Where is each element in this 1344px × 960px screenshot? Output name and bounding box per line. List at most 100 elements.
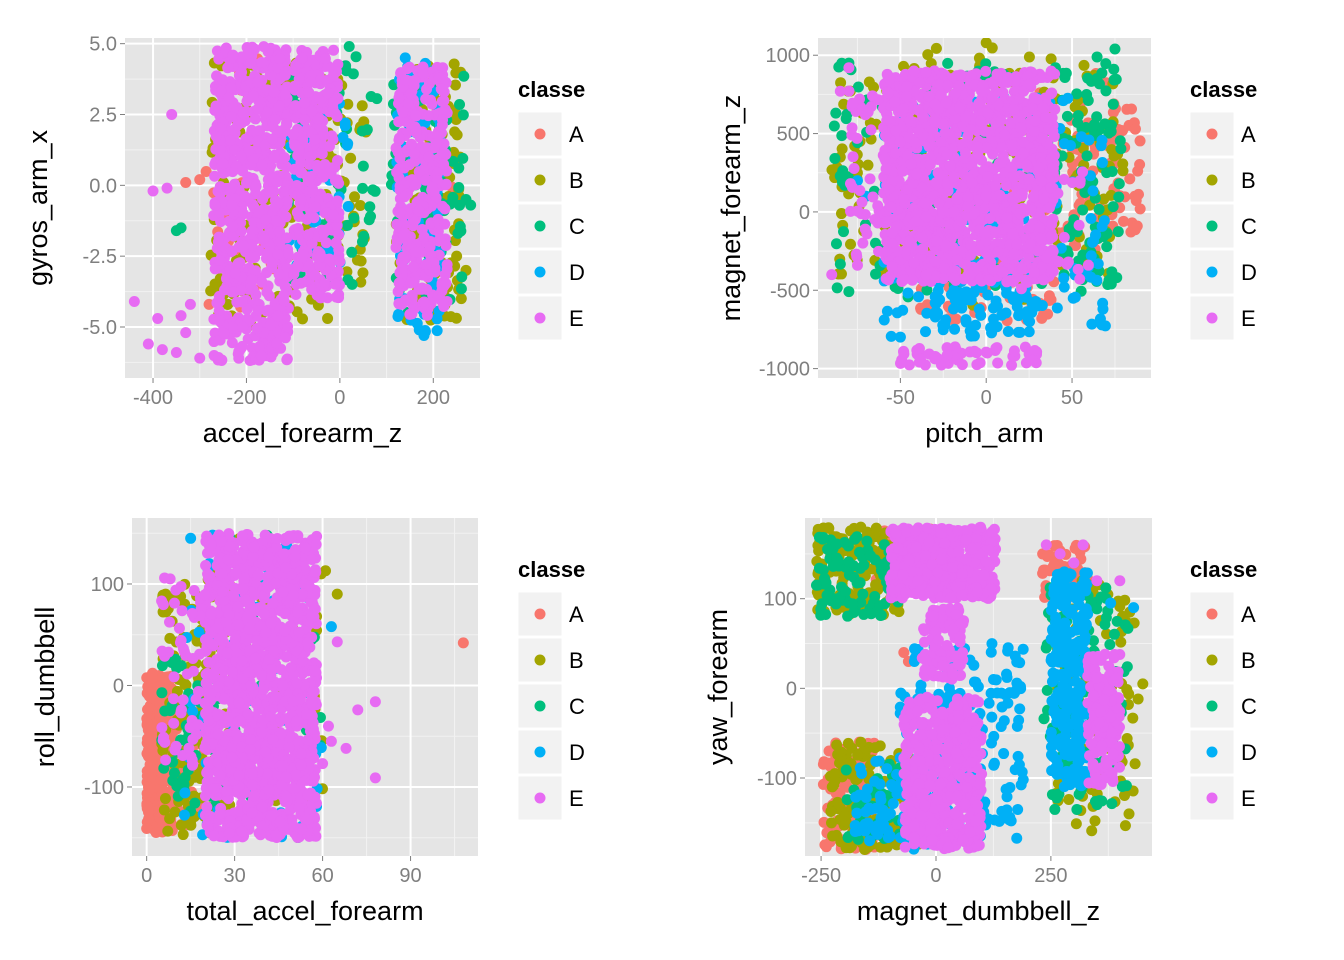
data-point <box>327 209 339 221</box>
data-point <box>971 359 983 371</box>
data-point <box>1081 150 1093 162</box>
data-point <box>358 230 370 242</box>
data-point <box>987 313 999 325</box>
data-point <box>992 246 1004 258</box>
data-point <box>225 82 237 94</box>
data-point <box>1082 259 1094 271</box>
data-point <box>1134 135 1146 147</box>
data-point <box>226 181 238 193</box>
data-point <box>873 245 885 257</box>
data-point <box>1011 239 1023 251</box>
data-point <box>213 290 225 302</box>
data-point <box>1096 157 1108 169</box>
y-tick-label: 500 <box>777 124 810 146</box>
data-point <box>956 359 968 371</box>
data-point <box>879 152 891 164</box>
data-point <box>261 286 273 298</box>
data-point <box>833 61 845 73</box>
data-point <box>228 322 240 334</box>
data-point <box>400 74 412 86</box>
data-point <box>313 252 325 264</box>
data-point <box>942 79 954 91</box>
data-point <box>215 85 227 97</box>
data-point <box>393 132 405 144</box>
data-point <box>227 124 239 136</box>
data-point <box>841 108 853 120</box>
data-point <box>949 323 961 335</box>
data-point <box>997 266 1009 278</box>
data-point <box>1129 123 1141 135</box>
data-point <box>999 129 1011 141</box>
data-point <box>350 51 362 63</box>
data-point <box>981 142 993 154</box>
data-point <box>1012 294 1024 306</box>
data-point <box>902 287 914 299</box>
data-point <box>329 278 341 290</box>
data-point <box>393 277 405 289</box>
data-point <box>281 195 293 207</box>
data-point <box>1015 121 1027 133</box>
data-point <box>980 190 992 202</box>
data-point <box>357 160 369 172</box>
data-point <box>329 108 341 120</box>
data-point <box>361 124 373 136</box>
data-point <box>965 70 977 82</box>
data-point <box>1027 354 1039 366</box>
data-point <box>348 212 360 224</box>
data-point <box>920 269 932 281</box>
data-point <box>225 111 237 123</box>
data-point <box>408 148 420 160</box>
data-point <box>455 283 467 295</box>
data-point <box>272 198 284 210</box>
data-point <box>301 213 313 225</box>
data-point <box>948 171 960 183</box>
data-point <box>979 125 991 137</box>
data-point <box>426 181 438 193</box>
data-point <box>345 152 357 164</box>
data-point <box>944 218 956 230</box>
data-point <box>255 350 267 362</box>
data-point <box>878 314 890 326</box>
data-point <box>394 207 406 219</box>
data-point <box>410 127 422 139</box>
data-point <box>273 268 285 280</box>
data-point <box>882 87 894 99</box>
data-point <box>235 150 247 162</box>
data-point <box>274 53 286 65</box>
data-point <box>164 632 176 644</box>
data-point <box>194 352 206 364</box>
data-point <box>346 246 358 258</box>
data-point <box>933 197 945 209</box>
data-point <box>917 112 929 124</box>
data-point <box>309 201 321 213</box>
data-point <box>1028 92 1040 104</box>
y-tick-label: 100 <box>91 574 124 596</box>
data-point <box>883 274 895 286</box>
data-point <box>843 286 855 298</box>
data-point <box>891 245 903 257</box>
data-point <box>426 98 438 110</box>
data-point <box>279 69 291 81</box>
data-point <box>266 256 278 268</box>
data-point <box>236 340 248 352</box>
data-point <box>150 826 162 838</box>
data-point <box>862 106 874 118</box>
data-point <box>951 254 963 266</box>
data-point <box>916 181 928 193</box>
data-point <box>424 240 436 252</box>
data-point <box>449 79 461 91</box>
data-point <box>974 115 986 127</box>
data-point <box>913 291 925 303</box>
data-point <box>846 122 858 134</box>
data-point <box>457 637 469 649</box>
data-point <box>921 307 933 319</box>
data-point <box>413 324 425 336</box>
data-point <box>449 126 461 138</box>
data-point <box>1051 302 1063 314</box>
data-point <box>323 253 335 265</box>
data-point <box>265 319 277 331</box>
data-point <box>992 99 1004 111</box>
data-point <box>1058 272 1070 284</box>
x-tick-label: -200 <box>226 387 266 409</box>
data-point <box>399 250 411 262</box>
